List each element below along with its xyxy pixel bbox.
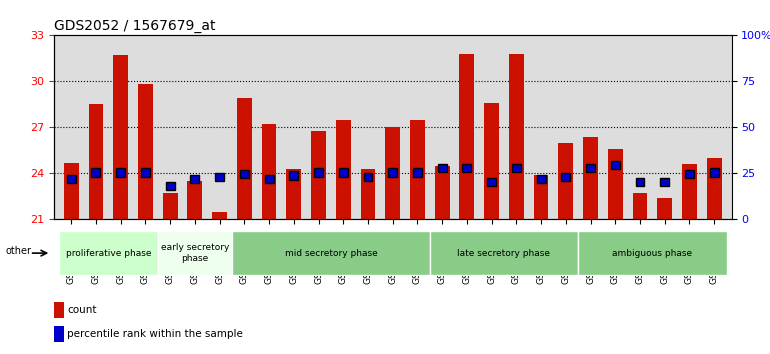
Bar <box>410 120 425 219</box>
Text: count: count <box>68 305 97 315</box>
Bar <box>237 98 252 219</box>
Bar <box>558 143 573 219</box>
FancyBboxPatch shape <box>685 170 694 178</box>
FancyBboxPatch shape <box>158 231 232 275</box>
FancyBboxPatch shape <box>339 169 348 177</box>
Text: ambiguous phase: ambiguous phase <box>612 249 692 258</box>
Bar <box>311 131 326 219</box>
Bar <box>162 193 178 219</box>
FancyBboxPatch shape <box>141 169 150 177</box>
Bar <box>682 164 697 219</box>
FancyBboxPatch shape <box>586 164 595 172</box>
Bar <box>54 302 63 318</box>
FancyBboxPatch shape <box>116 169 125 177</box>
Bar <box>89 104 103 219</box>
Bar <box>336 120 350 219</box>
FancyBboxPatch shape <box>59 231 158 275</box>
Text: percentile rank within the sample: percentile rank within the sample <box>68 329 243 339</box>
Bar <box>435 166 450 219</box>
FancyBboxPatch shape <box>388 169 397 177</box>
Bar <box>484 103 499 219</box>
FancyBboxPatch shape <box>363 173 373 181</box>
Text: GDS2052 / 1567679_at: GDS2052 / 1567679_at <box>54 19 216 33</box>
FancyBboxPatch shape <box>232 231 430 275</box>
Bar <box>213 212 227 219</box>
FancyBboxPatch shape <box>430 231 578 275</box>
Bar <box>113 55 128 219</box>
FancyBboxPatch shape <box>561 173 571 181</box>
Bar <box>707 158 721 219</box>
Text: mid secretory phase: mid secretory phase <box>284 249 377 258</box>
Bar <box>138 85 152 219</box>
FancyBboxPatch shape <box>166 182 175 190</box>
Bar <box>187 181 203 219</box>
FancyBboxPatch shape <box>92 169 100 177</box>
FancyBboxPatch shape <box>413 169 422 177</box>
FancyBboxPatch shape <box>487 178 496 186</box>
FancyBboxPatch shape <box>635 178 644 186</box>
FancyBboxPatch shape <box>314 169 323 177</box>
Bar <box>509 54 524 219</box>
FancyBboxPatch shape <box>661 178 669 186</box>
FancyBboxPatch shape <box>437 164 447 172</box>
Bar <box>633 193 648 219</box>
Text: early secretory
phase: early secretory phase <box>161 244 229 263</box>
Text: proliferative phase: proliferative phase <box>65 249 151 258</box>
Bar <box>54 326 63 342</box>
FancyBboxPatch shape <box>512 164 521 172</box>
FancyBboxPatch shape <box>578 231 727 275</box>
FancyBboxPatch shape <box>463 164 471 172</box>
FancyBboxPatch shape <box>215 173 224 181</box>
Bar <box>534 175 548 219</box>
Bar <box>608 149 623 219</box>
Bar <box>583 137 598 219</box>
Bar <box>658 198 672 219</box>
FancyBboxPatch shape <box>537 175 545 183</box>
Bar <box>64 163 79 219</box>
FancyBboxPatch shape <box>67 175 75 183</box>
Bar <box>360 169 376 219</box>
FancyBboxPatch shape <box>240 170 249 178</box>
Bar <box>460 54 474 219</box>
Bar <box>385 127 400 219</box>
FancyBboxPatch shape <box>290 171 298 180</box>
Bar <box>286 169 301 219</box>
Bar <box>262 124 276 219</box>
FancyBboxPatch shape <box>190 175 199 183</box>
FancyBboxPatch shape <box>710 169 718 177</box>
Text: late secretory phase: late secretory phase <box>457 249 551 258</box>
FancyBboxPatch shape <box>611 161 620 169</box>
Text: other: other <box>5 246 32 256</box>
FancyBboxPatch shape <box>265 175 273 183</box>
